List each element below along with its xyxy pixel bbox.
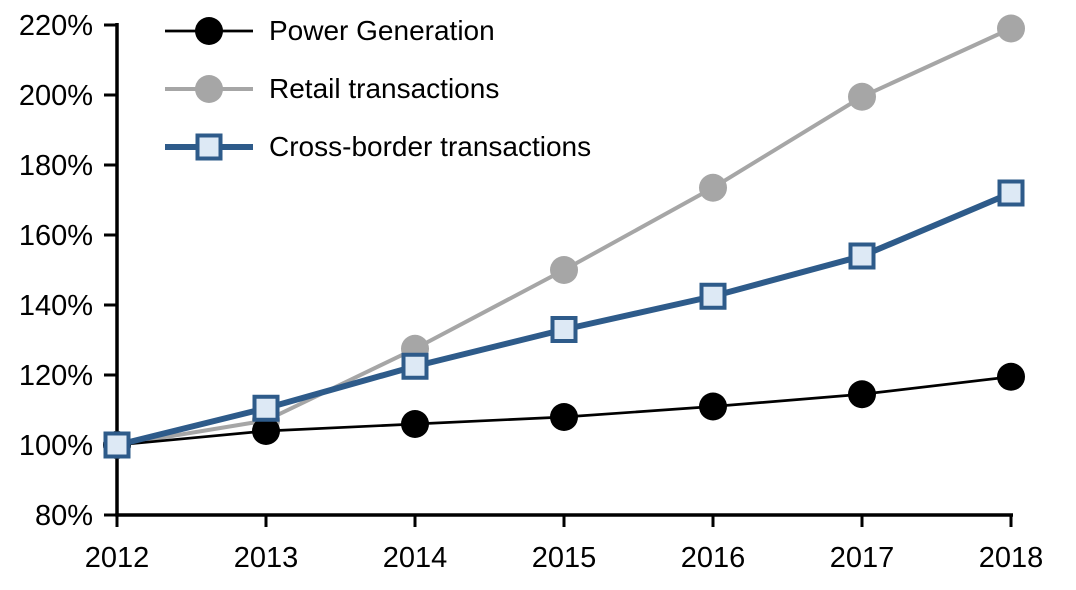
x-tick-label: 2014 [383,542,448,574]
y-tick-label: 140% [19,290,93,322]
y-tick-label: 200% [19,80,93,112]
x-tick-label: 2017 [830,542,895,574]
circle-marker [848,82,876,111]
y-tick-label: 160% [19,220,93,252]
x-tick-label: 2015 [532,542,597,574]
circle-marker [848,380,876,409]
square-marker [550,316,578,343]
y-tick-label: 80% [35,500,93,532]
circle-marker [997,362,1025,391]
x-tick-label: 2013 [234,542,299,574]
legend-circle-marker-icon [165,17,253,45]
legend-label: Retail transactions [269,73,500,104]
circle-marker [699,392,727,421]
legend-item-retail-transactions: Retail transactions [163,60,591,118]
circle-marker [997,14,1025,43]
legend-square-marker-icon [165,133,253,161]
series-cross-border-transactions [103,179,1025,459]
legend-item-cross-border-transactions: Cross-border transactions [163,118,591,176]
square-marker [401,352,429,380]
square-marker [699,282,727,310]
y-tick-label: 220% [19,10,93,42]
circle-marker [550,403,578,431]
x-tick-label: 2018 [979,542,1044,574]
legend-item-power-generation: Power Generation [163,2,591,60]
y-tick-label: 120% [19,360,93,392]
square-marker [848,242,876,270]
legend-circle-marker-icon [165,75,253,103]
square-marker [997,179,1025,207]
circle-marker [550,256,578,284]
y-tick-label: 100% [19,430,93,462]
square-marker [252,394,280,422]
square-marker [103,431,131,459]
y-tick-label: 180% [19,150,93,182]
x-tick-label: 2012 [85,542,150,574]
legend-label: Power Generation [269,15,495,46]
circle-marker [252,417,280,445]
x-tick-label: 2016 [681,542,746,574]
circle-marker [699,173,727,202]
circle-marker [401,410,429,438]
series-power-generation [103,362,1025,459]
legend-label: Cross-border transactions [269,131,592,162]
legend: Power Generation Retail transactions Cross… [163,2,591,176]
